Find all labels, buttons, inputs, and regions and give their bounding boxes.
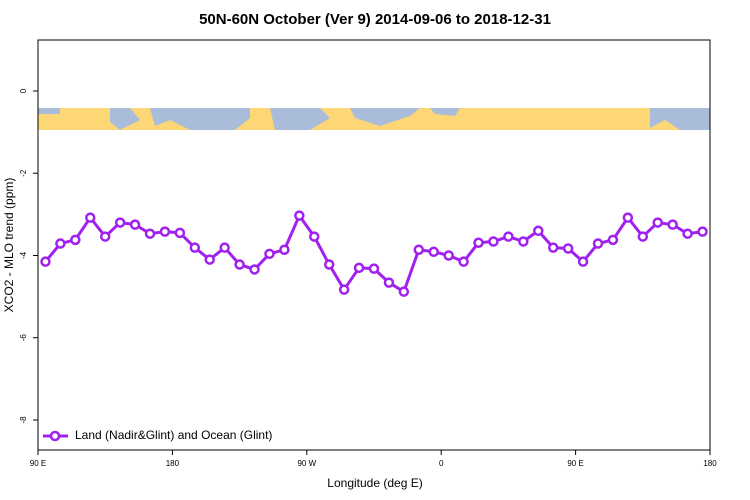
point <box>279 244 290 255</box>
x-tick-label: 180 <box>166 459 180 468</box>
series-line <box>44 212 703 294</box>
point <box>413 244 425 255</box>
x-tick-label: 90 E <box>30 459 46 468</box>
point <box>607 234 619 246</box>
point <box>518 236 529 247</box>
legend-label: Land (Nadir&Glint) and Ocean (Glint) <box>75 428 272 442</box>
point <box>458 256 469 267</box>
point <box>383 277 395 288</box>
point <box>637 231 649 242</box>
point <box>85 212 96 223</box>
chart-title: 50N-60N October (Ver 9) 2014-09-06 to 20… <box>199 11 551 28</box>
point <box>159 226 171 237</box>
x-tick-label: 90 W <box>297 459 316 468</box>
point <box>99 231 111 242</box>
point <box>249 264 260 275</box>
point <box>309 231 320 242</box>
y-tick-label: -4 <box>19 251 28 259</box>
x-axis-label: Longitude (deg E) <box>327 476 422 490</box>
point <box>622 212 634 223</box>
point <box>652 217 663 228</box>
point <box>443 250 454 261</box>
point <box>577 256 589 267</box>
point <box>234 259 245 270</box>
point <box>114 217 126 228</box>
point <box>697 226 708 237</box>
y-tick-label: 0 <box>19 88 28 93</box>
point <box>368 263 380 274</box>
x-tick-label: 90 E <box>567 459 583 468</box>
point <box>70 234 81 246</box>
x-tick-label: 0 <box>439 459 444 468</box>
map-strip <box>38 108 710 130</box>
x-tick-label: 180 <box>703 459 717 468</box>
point <box>323 259 335 270</box>
legend-marker <box>49 430 61 442</box>
point <box>398 286 410 297</box>
y-axis-label: XCO2 - MLO trend (ppm) <box>2 178 16 313</box>
y-tick-label: -2 <box>19 169 28 177</box>
point <box>533 225 544 237</box>
point <box>592 238 604 249</box>
point <box>294 210 305 221</box>
point <box>338 284 350 295</box>
point <box>428 246 439 258</box>
point <box>667 219 678 230</box>
point <box>562 243 574 254</box>
y-tick-label: -8 <box>19 416 28 424</box>
point <box>219 242 230 253</box>
point <box>55 238 66 249</box>
point <box>682 228 693 239</box>
plot-frame <box>37 39 711 451</box>
y-tick-label: -6 <box>19 334 28 342</box>
point <box>40 256 51 267</box>
point <box>547 242 559 253</box>
point <box>144 228 156 239</box>
point <box>353 262 365 274</box>
point <box>503 231 514 242</box>
point <box>174 227 186 239</box>
point <box>189 242 201 253</box>
point <box>488 236 499 247</box>
point <box>264 248 275 260</box>
point <box>473 237 484 248</box>
point <box>204 254 215 265</box>
point <box>129 219 141 230</box>
